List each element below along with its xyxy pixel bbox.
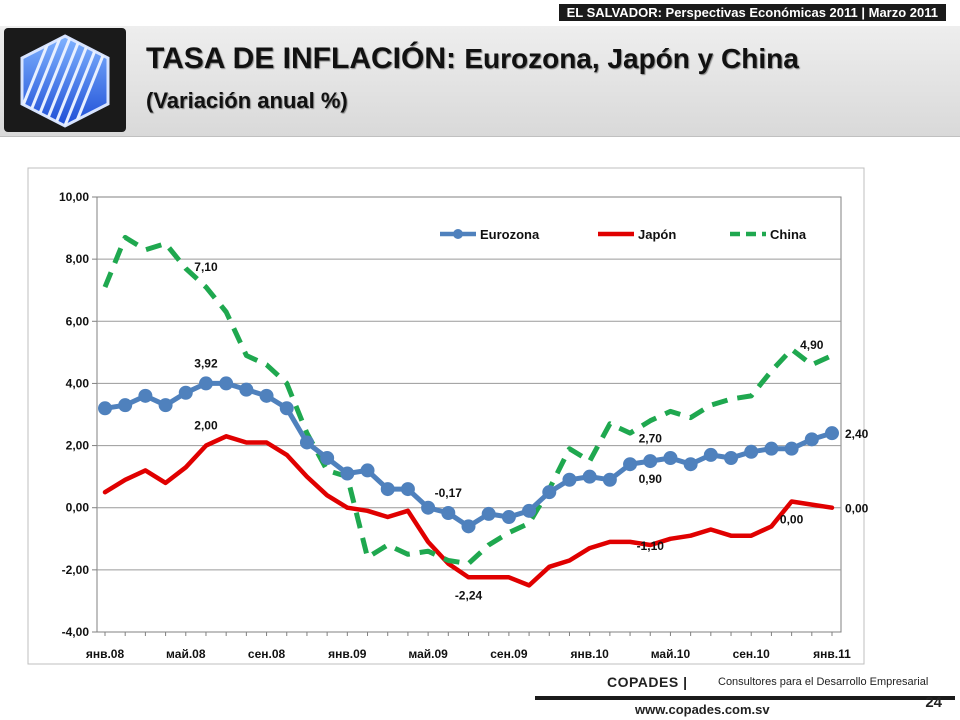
data-point-eurozona bbox=[421, 500, 436, 515]
x-tick-label: янв.09 bbox=[328, 647, 367, 661]
plot-area bbox=[96, 196, 842, 633]
logo-hexagon-icon bbox=[20, 34, 110, 128]
data-point-eurozona bbox=[643, 454, 658, 469]
series-line-china bbox=[102, 234, 834, 567]
y-tick-label: 10,00 bbox=[59, 190, 89, 204]
data-point-eurozona bbox=[825, 426, 839, 441]
y-tick-label: -4,00 bbox=[62, 625, 90, 639]
data-point-eurozona bbox=[360, 463, 375, 478]
y-tick-label: -2,00 bbox=[62, 563, 90, 577]
slide-header: TASA DE INFLACIÓN: Eurozona, Japón y Chi… bbox=[0, 26, 960, 137]
data-label: 2,40 bbox=[845, 427, 869, 441]
data-point-eurozona bbox=[582, 469, 597, 484]
footer-website[interactable]: www.copades.com.sv bbox=[635, 702, 770, 717]
x-tick-label: сен.09 bbox=[490, 647, 528, 661]
x-axis-ticks: янв.08 май.08 сен.08 янв.09 май.09 сен.09 янв.… bbox=[86, 632, 851, 661]
data-point-eurozona bbox=[340, 466, 355, 481]
page-title: TASA DE INFLACIÓN: Eurozona, Japón y Chi… bbox=[146, 42, 799, 76]
series-line-japón bbox=[102, 434, 835, 588]
data-point-eurozona bbox=[178, 385, 193, 400]
footer-description: Consultores para el Desarrollo Empresari… bbox=[718, 676, 929, 688]
data-point-eurozona bbox=[461, 519, 476, 534]
x-tick-label: сен.08 bbox=[248, 647, 286, 661]
copades-logo bbox=[4, 28, 126, 132]
data-point-eurozona bbox=[602, 472, 617, 487]
data-point-eurozona bbox=[299, 435, 314, 450]
x-tick-label: май.08 bbox=[166, 647, 206, 661]
data-point-eurozona bbox=[542, 485, 557, 500]
footer-company: COPADES | bbox=[607, 674, 688, 690]
y-axis-ticks: -4,00 -2,00 0,00 2,00 4,00 6,00 8,00 10,00 bbox=[59, 190, 97, 639]
data-label: 0,00 bbox=[845, 502, 869, 516]
data-point-eurozona bbox=[441, 505, 456, 520]
data-point-eurozona bbox=[138, 388, 153, 403]
legend-marker-eurozona bbox=[453, 229, 463, 239]
y-tick-label: 4,00 bbox=[66, 376, 90, 390]
data-point-eurozona bbox=[683, 457, 698, 472]
data-label: 2,70 bbox=[639, 432, 663, 446]
y-tick-label: 6,00 bbox=[66, 314, 90, 328]
chart-legend: Eurozona Japón China bbox=[440, 227, 807, 242]
legend-label: China bbox=[770, 227, 807, 242]
data-point-eurozona bbox=[562, 472, 577, 487]
page-subtitle: (Variación anual %) bbox=[146, 88, 348, 113]
data-point-eurozona bbox=[380, 482, 395, 497]
data-point-eurozona bbox=[501, 510, 516, 525]
x-tick-label: янв.10 bbox=[571, 647, 610, 661]
data-point-eurozona bbox=[764, 441, 779, 456]
data-point-eurozona bbox=[663, 451, 678, 465]
data-point-eurozona bbox=[219, 376, 234, 391]
title-main: TASA DE INFLACIÓN: bbox=[146, 42, 465, 75]
series-lines bbox=[98, 234, 839, 588]
x-tick-label: сен.10 bbox=[733, 647, 771, 661]
x-tick-label: май.10 bbox=[651, 647, 691, 661]
y-tick-label: 0,00 bbox=[66, 501, 90, 515]
data-point-eurozona bbox=[98, 401, 112, 416]
page-number: 24 bbox=[925, 694, 942, 711]
data-point-eurozona bbox=[400, 482, 415, 497]
data-point-eurozona bbox=[703, 447, 718, 462]
data-label: -0,17 bbox=[435, 486, 463, 500]
data-label: 4,90 bbox=[800, 338, 824, 352]
data-point-eurozona bbox=[804, 432, 819, 447]
footer-divider bbox=[535, 696, 955, 700]
top-banner-text: EL SALVADOR: Perspectivas Económicas 201… bbox=[558, 4, 946, 21]
y-tick-label: 2,00 bbox=[66, 439, 90, 453]
top-banner-bar: EL SALVADOR: Perspectivas Económicas 201… bbox=[0, 0, 960, 24]
data-point-eurozona bbox=[198, 376, 213, 391]
data-point-eurozona bbox=[784, 441, 799, 456]
x-tick-label: янв.11 bbox=[813, 647, 851, 661]
data-label: 7,10 bbox=[194, 260, 218, 274]
data-labels: 7,10 3,92 2,00 -0,17 -2,24 2,70 0,90 -1,10 4,90 0… bbox=[194, 260, 868, 602]
data-point-eurozona bbox=[522, 503, 537, 518]
x-tick-label: янв.08 bbox=[86, 647, 125, 661]
data-point-eurozona bbox=[724, 451, 739, 465]
data-point-eurozona bbox=[239, 382, 254, 397]
data-label: -1,10 bbox=[637, 539, 665, 553]
legend-label: Japón bbox=[638, 227, 676, 242]
data-label: 2,00 bbox=[194, 419, 218, 433]
data-point-eurozona bbox=[259, 388, 274, 403]
x-tick-label: май.09 bbox=[408, 647, 448, 661]
data-label: 0,00 bbox=[780, 513, 804, 527]
data-point-eurozona bbox=[481, 506, 496, 521]
title-regions: Eurozona, Japón y China bbox=[464, 43, 799, 74]
data-point-eurozona bbox=[623, 457, 638, 472]
data-point-eurozona bbox=[118, 398, 133, 413]
data-label: 3,92 bbox=[194, 356, 218, 370]
data-point-eurozona bbox=[320, 451, 335, 465]
y-tick-label: 8,00 bbox=[66, 252, 90, 266]
data-point-eurozona bbox=[279, 401, 294, 416]
data-label: 0,90 bbox=[639, 472, 663, 486]
data-point-eurozona bbox=[744, 444, 759, 459]
data-point-eurozona bbox=[158, 398, 173, 413]
legend-label: Eurozona bbox=[480, 227, 540, 242]
data-label: -2,24 bbox=[455, 588, 483, 602]
